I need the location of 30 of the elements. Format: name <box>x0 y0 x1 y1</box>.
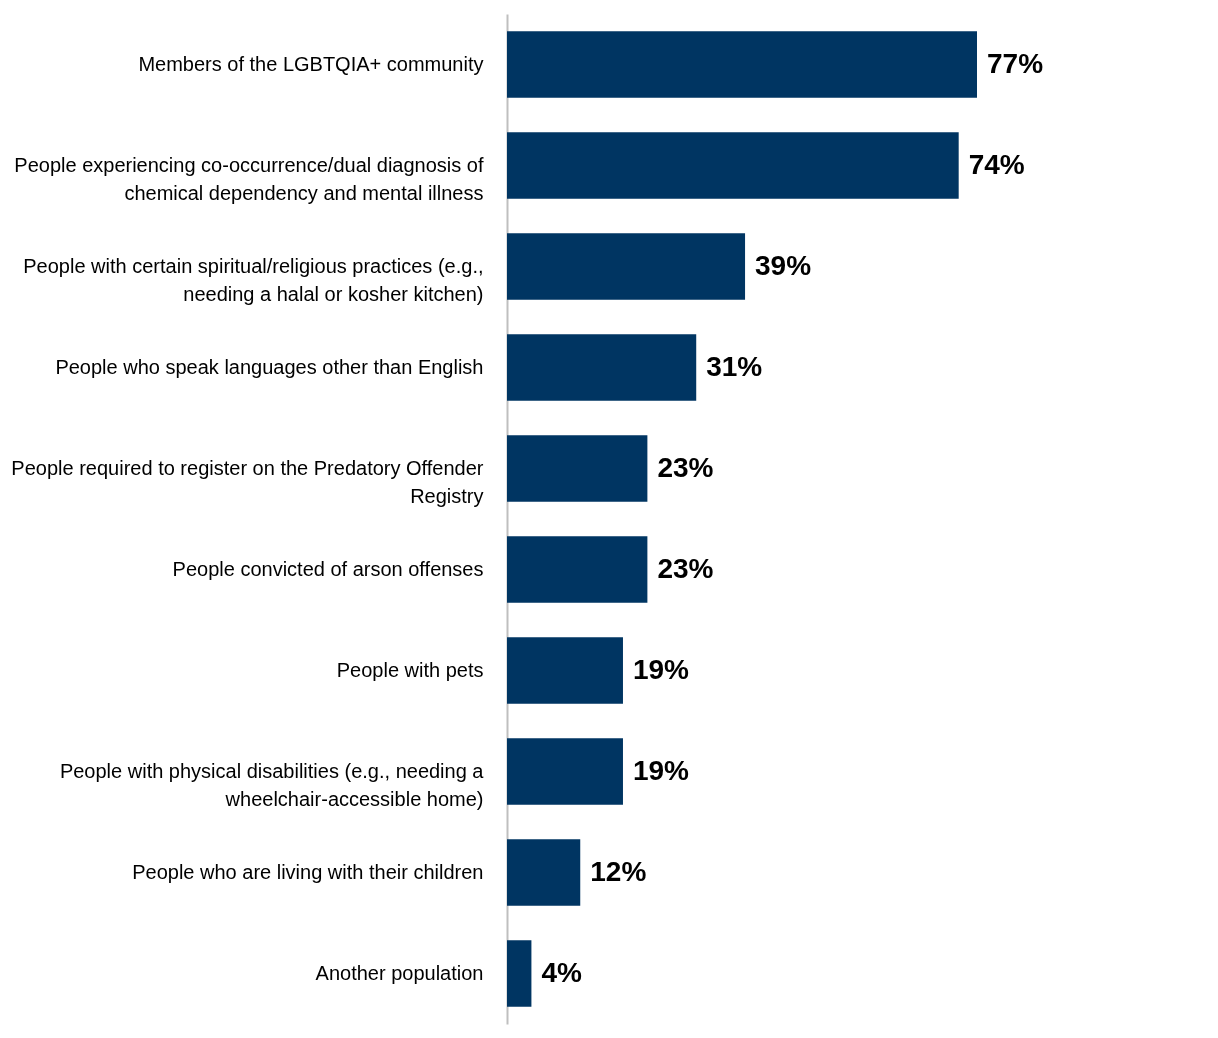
data-label: 19% <box>632 653 690 685</box>
y-tick-label: People who speak languages other than English <box>55 355 484 378</box>
bar <box>507 940 532 1007</box>
y-tick-label: People with certain spiritual/religious practices (e.g., needing a halal or kosher kitchen) <box>23 254 484 305</box>
data-label: 19% <box>632 754 690 786</box>
bar <box>507 334 697 401</box>
bar <box>507 738 623 805</box>
y-tick-label: People with physical disabilities (e.g., needing a wheelchair-accessible home) <box>59 759 485 810</box>
bar <box>507 233 746 300</box>
data-label: 23% <box>657 451 714 483</box>
y-tick-label: People convicted of arson offenses <box>172 557 484 580</box>
data-label: 74% <box>968 148 1025 180</box>
data-label: 4% <box>541 956 582 988</box>
y-tick-label: Members of the LGBTQIA+ community <box>138 52 484 75</box>
data-label: 77% <box>987 47 1044 79</box>
bar <box>507 132 959 199</box>
bar <box>507 536 648 603</box>
y-tick-label: Another population <box>315 961 484 984</box>
bar <box>507 839 581 906</box>
data-label: 12% <box>590 855 647 887</box>
bar <box>507 637 623 704</box>
data-label: 23% <box>657 552 714 584</box>
bar <box>507 31 977 98</box>
data-label: 31% <box>706 350 763 382</box>
bar <box>507 435 648 502</box>
y-tick-label: People who are living with their children <box>132 860 484 883</box>
y-tick-label: People required to register on the Predatory Offender Registry <box>11 456 484 507</box>
data-label: 39% <box>755 249 812 281</box>
y-tick-label: People experiencing co-occurrence/dual diagnosis of chemical dependency and mental illness <box>14 153 484 204</box>
y-tick-label: People with pets <box>336 658 484 681</box>
